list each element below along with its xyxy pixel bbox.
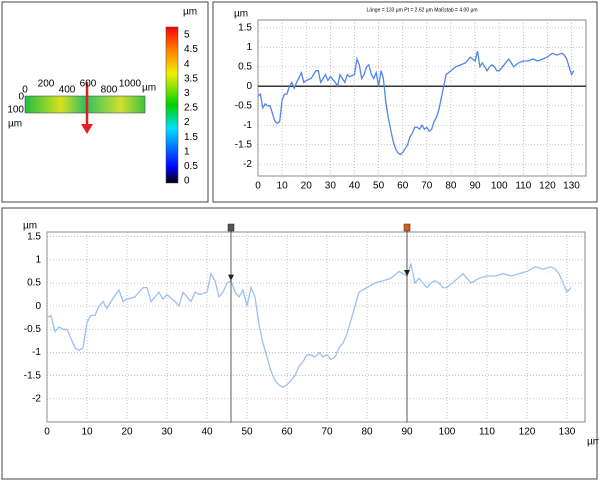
plot-area bbox=[258, 20, 586, 176]
colorbar-unit: µm bbox=[183, 7, 197, 18]
surface-x-tick: 1000 bbox=[119, 79, 142, 90]
x-axis-label: µm bbox=[587, 437, 599, 448]
x-tick-label: 90 bbox=[469, 181, 481, 192]
x-tick-label: 60 bbox=[397, 181, 409, 192]
y-tick-label: -2 bbox=[243, 159, 252, 170]
colorbar-tick: 3 bbox=[184, 88, 190, 99]
x-tick-label: 110 bbox=[479, 427, 495, 438]
x-tick-label: 40 bbox=[349, 181, 361, 192]
x-tick-label: 20 bbox=[301, 181, 313, 192]
y-tick-label: -0.5 bbox=[24, 324, 42, 335]
cursor-flag bbox=[404, 224, 410, 231]
x-tick-label: 30 bbox=[161, 427, 173, 438]
colorbar-tick: 2 bbox=[184, 117, 190, 128]
surface-x-tick: 400 bbox=[59, 85, 76, 96]
y-tick-label: 1.5 bbox=[27, 231, 41, 242]
colorbar-tick: 1 bbox=[184, 146, 190, 157]
y-tick-label: 0.5 bbox=[27, 278, 41, 289]
x-tick-label: 100 bbox=[439, 427, 456, 438]
colorbar bbox=[166, 27, 178, 183]
y-tick-label: 1.5 bbox=[238, 22, 252, 33]
colorbar-tick: 5 bbox=[184, 30, 190, 41]
y-tick-label: -1 bbox=[243, 120, 252, 131]
x-tick-label: 50 bbox=[373, 181, 385, 192]
surface-x-tick: 800 bbox=[101, 85, 118, 96]
colorbar-tick: 0.5 bbox=[184, 161, 198, 172]
x-tick-label: 60 bbox=[281, 427, 293, 438]
colorbar-tick: 0 bbox=[184, 176, 190, 187]
y-tick-label: 1 bbox=[246, 42, 252, 53]
surface-image bbox=[25, 96, 145, 113]
x-tick-label: 130 bbox=[563, 181, 580, 192]
chart-title: Länge = 133 µm Pt = 2.62 µm Maßstab = 4.… bbox=[366, 7, 477, 13]
x-tick-label: 70 bbox=[421, 181, 433, 192]
x-tick-label: 20 bbox=[121, 427, 133, 438]
x-tick-label: 100 bbox=[491, 181, 508, 192]
x-tick-label: 120 bbox=[519, 427, 536, 438]
x-tick-label: 0 bbox=[255, 181, 261, 192]
x-tick-label: 10 bbox=[277, 181, 289, 192]
colorbar-tick: 2.5 bbox=[184, 103, 198, 114]
y-tick-label: -1.5 bbox=[24, 370, 42, 381]
x-tick-label: 110 bbox=[515, 181, 531, 192]
surface-y-tick: 100 bbox=[7, 105, 24, 116]
y-tick-label: 0.5 bbox=[238, 61, 252, 72]
x-tick-label: 80 bbox=[361, 427, 373, 438]
screen: µm µm µm 02004006008001000010000.511.522… bbox=[0, 0, 599, 481]
x-tick-label: 90 bbox=[401, 427, 413, 438]
y-axis-label: µm bbox=[23, 221, 37, 232]
x-tick-label: 130 bbox=[559, 427, 576, 438]
surface-x-tick: 200 bbox=[38, 79, 55, 90]
x-tick-label: 70 bbox=[321, 427, 333, 438]
x-tick-label: 80 bbox=[445, 181, 457, 192]
surface-y-tick: 0 bbox=[18, 92, 24, 103]
x-unit: µm bbox=[142, 83, 156, 94]
y-tick-label: -2 bbox=[32, 393, 41, 404]
colorbar-tick: 3.5 bbox=[184, 73, 198, 84]
surface-x-tick: 600 bbox=[80, 79, 97, 90]
y-unit: µm bbox=[8, 119, 22, 130]
colorbar-tick: 4 bbox=[184, 59, 190, 70]
colorbar-tick: 4.5 bbox=[184, 44, 198, 55]
x-tick-label: 10 bbox=[81, 427, 93, 438]
colorbar-tick: 1.5 bbox=[184, 132, 198, 143]
x-tick-label: 50 bbox=[241, 427, 253, 438]
x-tick-label: 40 bbox=[201, 427, 213, 438]
x-tick-label: 120 bbox=[539, 181, 556, 192]
plot-area bbox=[47, 232, 585, 422]
y-tick-label: 1 bbox=[35, 254, 41, 265]
y-tick-label: -0.5 bbox=[235, 100, 253, 111]
cursor-flag bbox=[228, 224, 234, 231]
y-tick-label: -1 bbox=[32, 347, 41, 358]
y-tick-label: -1.5 bbox=[235, 139, 253, 150]
x-tick-label: 30 bbox=[325, 181, 337, 192]
y-axis-label: µm bbox=[234, 9, 248, 20]
x-tick-label: 0 bbox=[44, 427, 50, 438]
y-tick-label: 0 bbox=[246, 81, 252, 92]
y-tick-label: 0 bbox=[35, 301, 41, 312]
